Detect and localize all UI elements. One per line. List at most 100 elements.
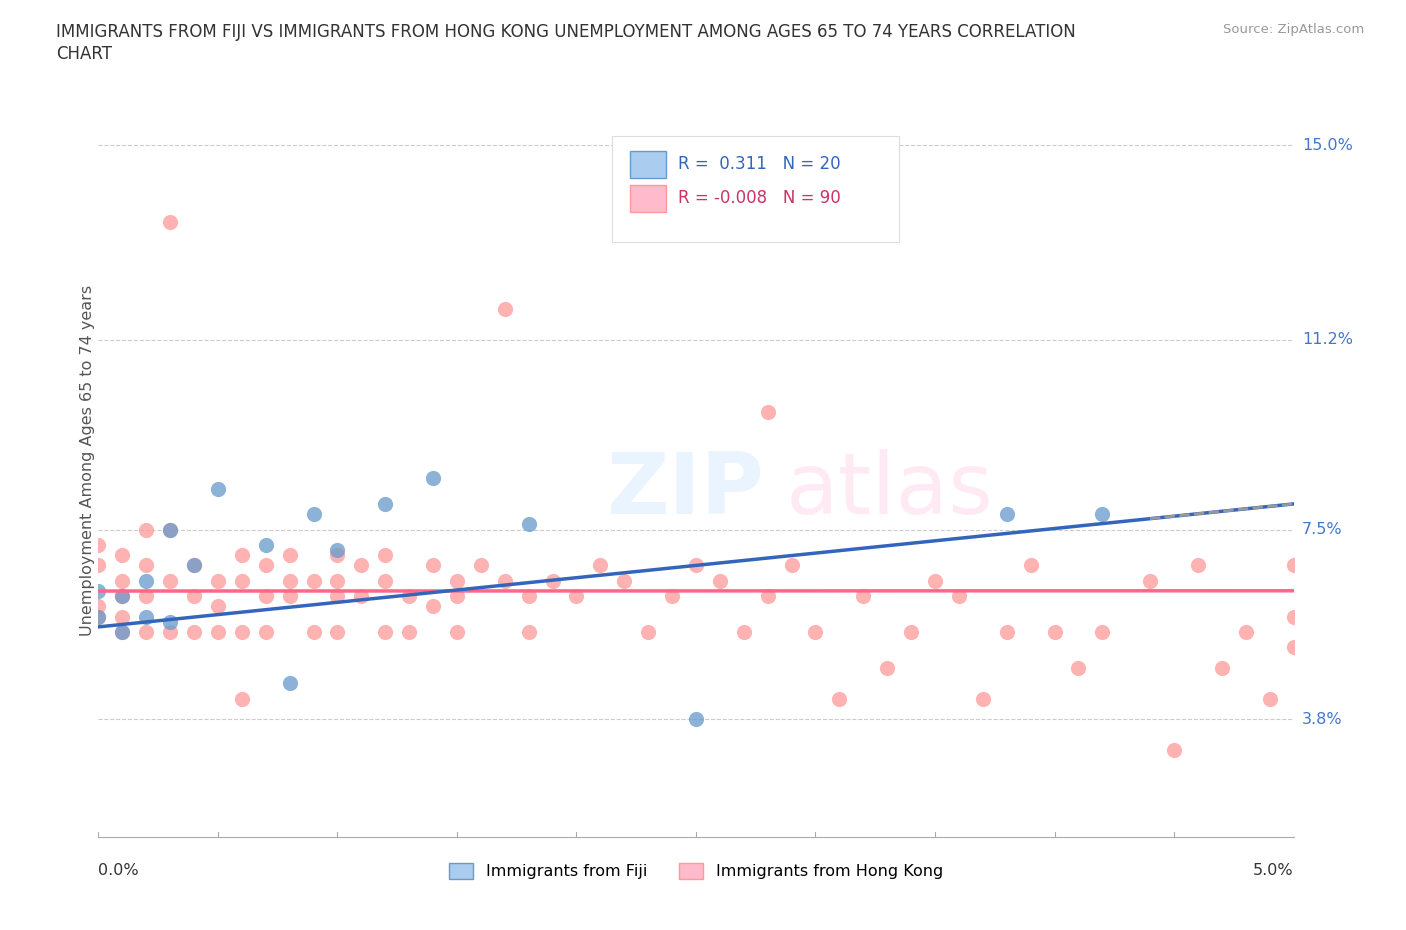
- Point: [828, 691, 851, 706]
- Point: [111, 589, 134, 604]
- Point: [231, 625, 253, 640]
- Text: 11.2%: 11.2%: [1302, 332, 1353, 348]
- Point: [183, 558, 205, 573]
- Text: CHART: CHART: [56, 45, 112, 62]
- Point: [1282, 609, 1305, 624]
- Point: [1187, 558, 1209, 573]
- Point: [135, 589, 157, 604]
- Point: [159, 215, 181, 230]
- Point: [326, 573, 349, 588]
- Point: [1234, 625, 1257, 640]
- Point: [302, 507, 325, 522]
- Point: [446, 625, 468, 640]
- Point: [135, 625, 157, 640]
- Point: [517, 589, 540, 604]
- Point: [1282, 640, 1305, 655]
- Point: [1139, 573, 1161, 588]
- Point: [876, 660, 898, 675]
- Point: [87, 609, 110, 624]
- Point: [541, 573, 564, 588]
- Point: [207, 625, 229, 640]
- Point: [278, 589, 301, 604]
- Point: [948, 589, 970, 604]
- Point: [231, 548, 253, 563]
- Point: [422, 558, 444, 573]
- Text: R =  0.311   N = 20: R = 0.311 N = 20: [678, 155, 841, 173]
- Point: [709, 573, 731, 588]
- Point: [900, 625, 922, 640]
- Point: [1019, 558, 1042, 573]
- Text: R = -0.008   N = 90: R = -0.008 N = 90: [678, 189, 841, 207]
- Point: [111, 573, 134, 588]
- Point: [589, 558, 612, 573]
- Point: [135, 609, 157, 624]
- Point: [422, 599, 444, 614]
- Point: [231, 691, 253, 706]
- Point: [398, 589, 420, 604]
- Point: [254, 558, 277, 573]
- Point: [254, 589, 277, 604]
- Point: [111, 609, 134, 624]
- Point: [87, 584, 110, 599]
- Point: [159, 625, 181, 640]
- Point: [852, 589, 875, 604]
- Point: [374, 625, 396, 640]
- Point: [804, 625, 827, 640]
- Point: [87, 538, 110, 552]
- Point: [326, 589, 349, 604]
- Point: [1091, 507, 1114, 522]
- Point: [374, 573, 396, 588]
- Text: 15.0%: 15.0%: [1302, 138, 1353, 153]
- Point: [159, 522, 181, 537]
- Point: [278, 548, 301, 563]
- Point: [637, 625, 659, 640]
- Point: [326, 548, 349, 563]
- Point: [924, 573, 946, 588]
- Point: [685, 711, 707, 726]
- Point: [1211, 660, 1233, 675]
- Point: [1091, 625, 1114, 640]
- Point: [972, 691, 994, 706]
- Point: [1043, 625, 1066, 640]
- Point: [87, 558, 110, 573]
- Point: [494, 573, 516, 588]
- Text: IMMIGRANTS FROM FIJI VS IMMIGRANTS FROM HONG KONG UNEMPLOYMENT AMONG AGES 65 TO : IMMIGRANTS FROM FIJI VS IMMIGRANTS FROM …: [56, 23, 1076, 41]
- Point: [254, 538, 277, 552]
- Point: [135, 573, 157, 588]
- Point: [207, 599, 229, 614]
- Point: [159, 573, 181, 588]
- Point: [374, 548, 396, 563]
- Point: [1282, 558, 1305, 573]
- Text: 3.8%: 3.8%: [1302, 711, 1343, 726]
- Point: [613, 573, 636, 588]
- Text: Source: ZipAtlas.com: Source: ZipAtlas.com: [1223, 23, 1364, 36]
- FancyBboxPatch shape: [630, 152, 666, 178]
- Point: [756, 405, 779, 419]
- Point: [780, 558, 803, 573]
- Point: [111, 625, 134, 640]
- Text: 0.0%: 0.0%: [98, 863, 139, 878]
- Point: [1067, 660, 1090, 675]
- Point: [995, 507, 1018, 522]
- Point: [398, 625, 420, 640]
- Point: [159, 522, 181, 537]
- Text: 7.5%: 7.5%: [1302, 522, 1343, 537]
- Point: [995, 625, 1018, 640]
- Point: [326, 625, 349, 640]
- Point: [183, 589, 205, 604]
- Point: [183, 625, 205, 640]
- Point: [87, 609, 110, 624]
- Point: [302, 573, 325, 588]
- Point: [422, 471, 444, 485]
- Point: [470, 558, 492, 573]
- Point: [446, 573, 468, 588]
- Point: [111, 625, 134, 640]
- Point: [87, 599, 110, 614]
- Point: [111, 589, 134, 604]
- Point: [350, 558, 373, 573]
- Point: [661, 589, 683, 604]
- Point: [207, 573, 229, 588]
- FancyBboxPatch shape: [630, 185, 666, 212]
- Point: [302, 625, 325, 640]
- Point: [446, 589, 468, 604]
